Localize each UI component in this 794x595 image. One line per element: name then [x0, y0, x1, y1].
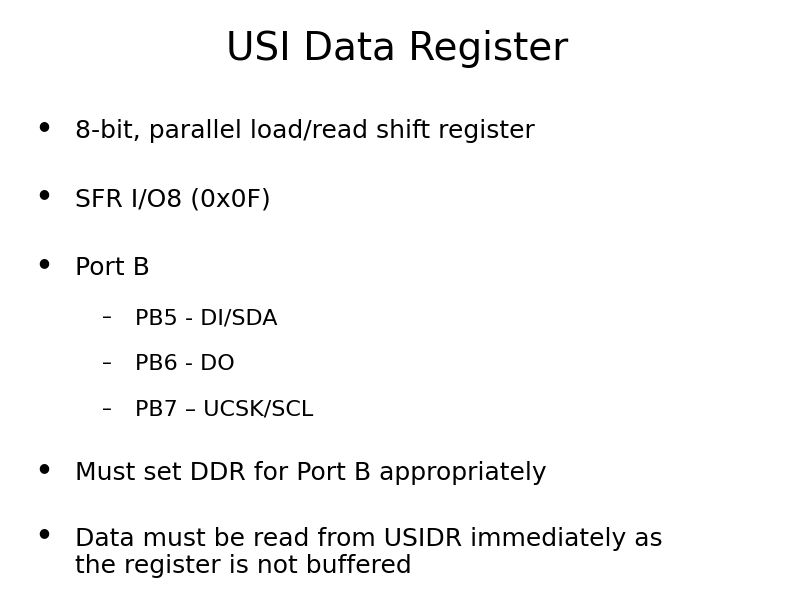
Text: Must set DDR for Port B appropriately: Must set DDR for Port B appropriately: [75, 461, 547, 485]
Text: ●: ●: [38, 256, 49, 269]
Text: –: –: [102, 354, 112, 373]
Text: ●: ●: [38, 527, 49, 540]
Text: ●: ●: [38, 187, 49, 201]
Text: USI Data Register: USI Data Register: [225, 30, 569, 68]
Text: –: –: [102, 308, 112, 327]
Text: Port B: Port B: [75, 256, 150, 280]
Text: PB6 - DO: PB6 - DO: [135, 354, 235, 374]
Text: –: –: [102, 400, 112, 419]
Text: ●: ●: [38, 461, 49, 474]
Text: PB7 – UCSK/SCL: PB7 – UCSK/SCL: [135, 400, 313, 420]
Text: ●: ●: [38, 119, 49, 132]
Text: Data must be read from USIDR immediately as
the register is not buffered: Data must be read from USIDR immediately…: [75, 527, 663, 578]
Text: 8-bit, parallel load/read shift register: 8-bit, parallel load/read shift register: [75, 119, 535, 143]
Text: PB5 - DI/SDA: PB5 - DI/SDA: [135, 308, 277, 328]
Text: SFR I/O8 (0x0F): SFR I/O8 (0x0F): [75, 187, 272, 211]
